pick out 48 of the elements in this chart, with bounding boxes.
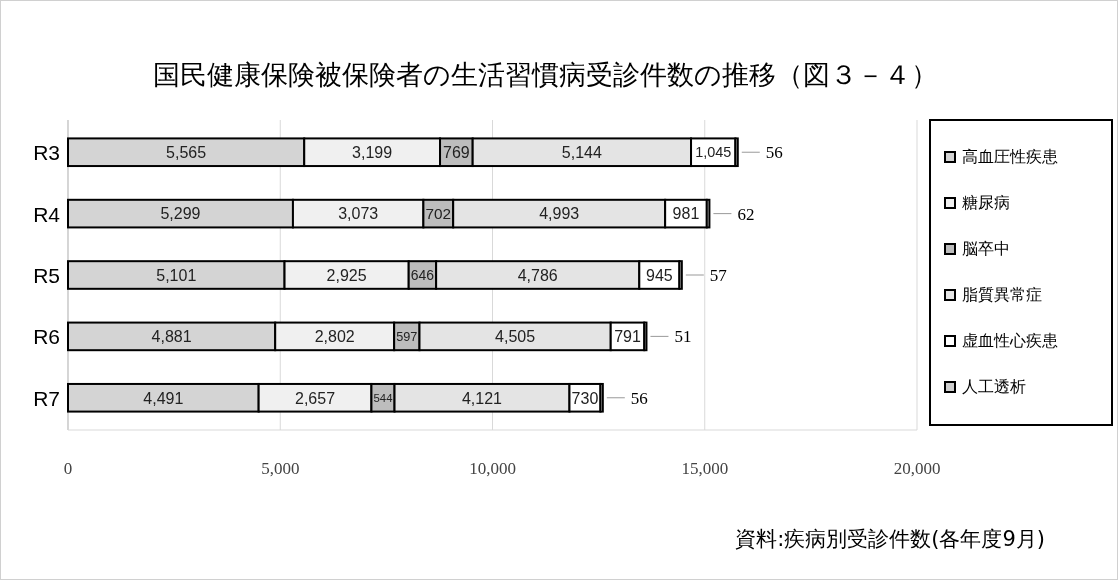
x-tick-label: 0 — [63, 459, 73, 478]
legend-label: 人工透析 — [962, 377, 1026, 396]
legend-label: 脂質異常症 — [962, 285, 1042, 304]
data-label: 646 — [410, 267, 435, 284]
data-label: 981 — [672, 205, 700, 223]
legend-label: 糖尿病 — [962, 193, 1010, 212]
chart-title: 国民健康保険被保険者の生活習慣病受診件数の推移（図３－４） — [152, 59, 938, 90]
data-label: 791 — [614, 328, 641, 346]
y-tick-label: R3 — [33, 141, 60, 165]
legend-label: 虚血性心疾患 — [962, 331, 1058, 350]
legend-label: 高血圧性疾患 — [962, 147, 1058, 166]
data-label: 544 — [373, 391, 393, 404]
data-label: 4,786 — [517, 266, 558, 284]
x-tick-label: 5,000 — [261, 459, 300, 478]
data-label: 4,881 — [151, 328, 192, 346]
x-tick-label: 10,000 — [469, 459, 516, 478]
data-label: 56 — [765, 143, 783, 163]
data-label: 5,565 — [166, 143, 207, 161]
data-label: 597 — [396, 329, 418, 344]
x-tick-label: 20,000 — [893, 459, 941, 478]
legend-label: 脳卒中 — [962, 239, 1010, 258]
data-label: 2,802 — [314, 328, 355, 346]
data-label: 5,144 — [561, 143, 602, 161]
data-label: 4,505 — [495, 328, 536, 346]
y-tick-label: R4 — [33, 202, 61, 226]
data-label: 4,121 — [461, 389, 503, 407]
y-tick-label: R7 — [33, 386, 60, 410]
data-label: 51 — [674, 327, 692, 347]
data-label: 945 — [646, 266, 673, 284]
x-tick-label: 15,000 — [681, 459, 729, 478]
data-label: 5,101 — [156, 266, 197, 284]
data-label: 769 — [443, 143, 470, 161]
data-label: 1,045 — [695, 144, 732, 161]
data-label: 4,993 — [539, 205, 580, 223]
data-label: 62 — [737, 204, 755, 224]
data-label: 2,657 — [295, 389, 336, 407]
data-label: 702 — [425, 205, 452, 223]
data-label: 3,199 — [352, 143, 393, 161]
data-label: 56 — [630, 388, 648, 408]
data-label: 5,299 — [160, 205, 201, 223]
y-tick-label: R6 — [33, 325, 60, 349]
data-label: 2,925 — [326, 266, 367, 284]
data-label: 3,073 — [338, 205, 379, 223]
text: 資料:疾病別受診件数(各年度9月) — [735, 527, 1045, 551]
data-label: 730 — [571, 389, 599, 407]
data-label: 57 — [709, 266, 728, 285]
data-label: 4,491 — [143, 389, 184, 407]
y-tick-label: R5 — [33, 264, 60, 287]
